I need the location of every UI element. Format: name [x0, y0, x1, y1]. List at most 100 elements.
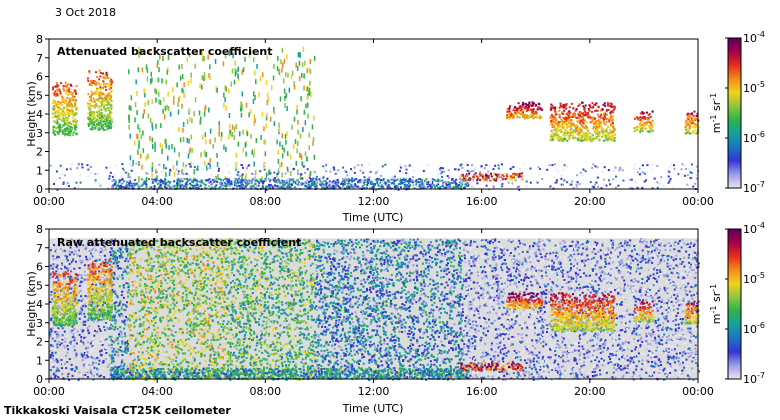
pixel [153, 185, 156, 187]
pixel [72, 131, 75, 134]
pixel [522, 111, 524, 114]
pixel [128, 184, 131, 187]
pixel [105, 95, 108, 98]
pixel [147, 113, 150, 119]
pixel [485, 184, 488, 187]
pixel [313, 181, 316, 184]
pixel [257, 179, 260, 181]
pixel [687, 123, 689, 125]
pixel [53, 373, 56, 376]
pixel [102, 127, 105, 130]
pixel [95, 71, 97, 74]
pixel [337, 185, 340, 188]
pixel [172, 99, 175, 105]
pixel [158, 163, 161, 166]
pixel [499, 179, 502, 182]
pixel [118, 301, 121, 304]
pixel [572, 137, 575, 140]
pixel [609, 183, 612, 186]
pixel [116, 327, 119, 330]
pixel [137, 150, 139, 155]
pixel [402, 177, 405, 180]
pixel [329, 185, 332, 188]
pixel [353, 171, 356, 174]
pixel [636, 171, 639, 174]
pixel [571, 119, 574, 122]
pixel [49, 301, 52, 303]
pixel [583, 106, 586, 109]
pixel [474, 167, 476, 170]
pixel [107, 121, 110, 124]
pixel [581, 138, 584, 141]
pixel [276, 181, 279, 184]
y-axis-label: Height (km) [25, 81, 38, 147]
pixel [62, 110, 64, 113]
pixel [95, 364, 98, 367]
pixel [83, 312, 86, 315]
pixel [100, 351, 103, 354]
pixel [191, 184, 194, 187]
pixel [104, 73, 107, 76]
pixel [384, 163, 387, 166]
pixel [215, 175, 218, 178]
pixel [63, 121, 66, 124]
pixel [73, 241, 75, 243]
pixel [91, 373, 93, 376]
pixel [90, 252, 92, 255]
pixel [201, 75, 203, 80]
pixel [78, 244, 80, 247]
pixel [690, 122, 693, 124]
pixel [80, 313, 83, 316]
pixel [56, 126, 59, 129]
pixel [593, 121, 596, 124]
pixel [526, 114, 529, 117]
y-tick-label: 3 [36, 127, 43, 140]
pixel [104, 358, 107, 361]
pixel [234, 68, 236, 74]
pixel [563, 134, 566, 137]
pixel [118, 335, 121, 338]
pixel [95, 82, 98, 85]
pixel [486, 179, 489, 182]
pixel [570, 183, 573, 186]
pixel [88, 120, 91, 123]
pixel [560, 174, 563, 177]
pixel [248, 112, 250, 118]
pixel [97, 128, 100, 131]
pixel [69, 91, 72, 94]
pixel [692, 130, 695, 133]
pixel [89, 261, 92, 264]
pixel [55, 170, 58, 173]
pixel [126, 365, 129, 368]
pixel [417, 187, 420, 189]
pixel [110, 81, 113, 84]
pixel [96, 320, 99, 323]
pixel [96, 356, 99, 359]
pixel [275, 177, 278, 180]
pixel [98, 359, 101, 362]
pixel [114, 308, 117, 311]
pixel [479, 174, 482, 177]
pixel [127, 343, 129, 346]
pixel [552, 116, 555, 119]
pixel [73, 361, 76, 364]
pixel [58, 265, 61, 268]
pixel [52, 258, 55, 261]
pixel [128, 69, 130, 75]
pixel [465, 175, 468, 178]
pixel [88, 331, 91, 334]
pixel [79, 250, 82, 253]
pixel [60, 358, 63, 361]
pixel [517, 175, 520, 178]
pixel [142, 130, 144, 136]
pixel [189, 116, 191, 122]
pixel [176, 182, 178, 185]
pixel [589, 138, 592, 140]
pixel [593, 130, 596, 133]
pixel [286, 131, 288, 137]
pixel [63, 277, 66, 280]
pixel [639, 118, 642, 121]
pixel [56, 345, 59, 348]
pixel [618, 169, 621, 172]
pixel [222, 179, 225, 182]
